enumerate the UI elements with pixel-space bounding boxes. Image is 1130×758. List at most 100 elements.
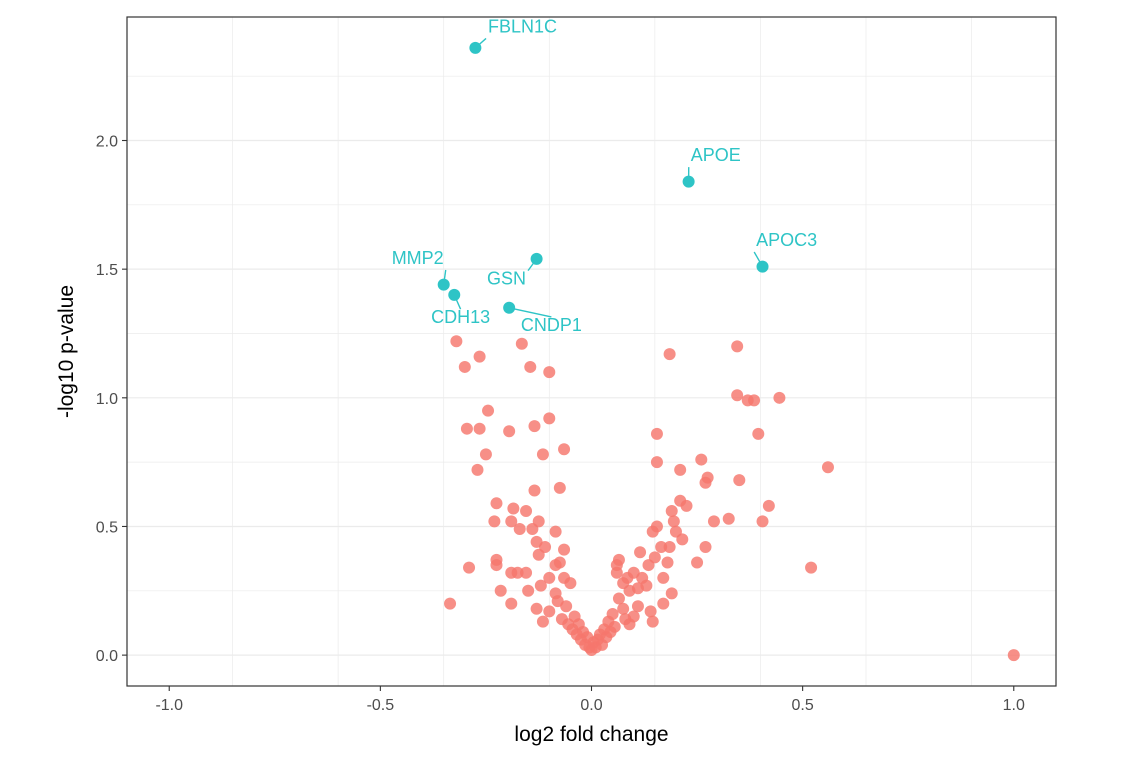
- data-point: [463, 561, 476, 574]
- data-point: [515, 337, 528, 350]
- data-points: [437, 41, 1020, 662]
- data-point: [691, 556, 704, 569]
- data-point: [722, 512, 735, 525]
- data-point: [674, 463, 687, 476]
- data-point: [505, 597, 518, 610]
- data-point: [505, 566, 518, 579]
- data-point: [701, 471, 714, 484]
- data-point: [644, 605, 657, 618]
- data-point: [482, 404, 495, 417]
- data-point: [752, 427, 765, 440]
- data-point: [606, 607, 619, 620]
- x-tick-label: -0.5: [367, 697, 395, 714]
- x-tick-label: 1.0: [1003, 697, 1025, 714]
- data-point: [473, 422, 486, 435]
- data-point: [528, 484, 541, 497]
- data-point: [665, 587, 678, 600]
- y-axis-title: -log10 p-value: [55, 285, 78, 418]
- data-point: [524, 360, 537, 373]
- label-leader-line: [509, 307, 552, 318]
- label-leader-line: [753, 251, 764, 267]
- data-point: [536, 615, 549, 628]
- data-point: [520, 566, 533, 579]
- plot-panel-border: [126, 16, 1057, 687]
- y-tick-label: 1.5: [96, 262, 118, 279]
- x-tick-label: 0.0: [580, 697, 602, 714]
- data-point: [479, 448, 492, 461]
- x-axis-ticks: -1.0 -0.5 0.0 0.5 1.0: [155, 686, 1025, 714]
- data-point: [699, 541, 712, 554]
- y-tick-label: 0.0: [96, 648, 118, 665]
- data-point: [608, 620, 621, 633]
- data-point: [773, 391, 786, 404]
- data-point: [731, 340, 744, 353]
- label-leader-line: [474, 37, 487, 49]
- data-point: [733, 474, 746, 487]
- data-point: [805, 561, 818, 574]
- data-point: [539, 541, 552, 554]
- data-point: [503, 425, 516, 438]
- x-tick-label: -1.0: [155, 697, 183, 714]
- data-point: [680, 499, 693, 512]
- data-point: [536, 448, 549, 461]
- data-point: [821, 461, 834, 474]
- point-label-apoe: APOE: [691, 145, 741, 165]
- y-tick-label: 0.5: [96, 519, 118, 536]
- data-point: [663, 348, 676, 361]
- data-point: [549, 559, 562, 572]
- data-point: [444, 597, 457, 610]
- x-tick-label: 0.5: [792, 697, 814, 714]
- data-point: [1007, 649, 1020, 662]
- data-point: [560, 600, 573, 613]
- data-point: [646, 615, 659, 628]
- data-point: [695, 453, 708, 466]
- label-leader-line: [453, 294, 462, 310]
- point-label-gsn: GSN: [487, 269, 526, 289]
- point-label-mmp2: MMP2: [392, 248, 444, 268]
- label-leader-line: [527, 258, 538, 272]
- data-point: [650, 427, 663, 440]
- data-point: [617, 602, 630, 615]
- data-point: [558, 443, 571, 456]
- grid-lines: [126, 17, 1056, 686]
- data-point: [460, 422, 473, 435]
- data-point: [612, 553, 625, 566]
- data-point: [520, 505, 533, 518]
- y-tick-label: 2.0: [96, 134, 118, 151]
- data-point: [634, 546, 647, 559]
- data-point: [663, 541, 676, 554]
- y-axis-ticks: 0.0 0.5 1.0 1.5 2.0: [96, 134, 127, 665]
- point-label-cdh13: CDH13: [431, 307, 490, 327]
- data-point: [471, 463, 484, 476]
- data-point: [490, 559, 503, 572]
- data-point: [756, 515, 769, 528]
- data-point: [748, 394, 761, 407]
- data-point: [473, 350, 486, 363]
- data-point: [494, 584, 507, 597]
- point-label-fbln1c: FBLN1C: [488, 16, 557, 36]
- data-point: [612, 592, 625, 605]
- data-point: [648, 551, 661, 564]
- data-point: [640, 579, 653, 592]
- data-point: [657, 571, 670, 584]
- data-point: [543, 605, 556, 618]
- data-point: [610, 566, 623, 579]
- data-point: [490, 497, 503, 510]
- data-point: [650, 456, 663, 469]
- data-point: [513, 523, 526, 536]
- data-point: [505, 515, 518, 528]
- data-point: [631, 600, 644, 613]
- data-point: [619, 613, 632, 626]
- data-point: [488, 515, 501, 528]
- data-point: [530, 602, 543, 615]
- data-point: [543, 366, 556, 379]
- data-point: [528, 420, 541, 433]
- x-axis-title: log2 fold change: [514, 723, 668, 746]
- data-point: [534, 579, 547, 592]
- data-point: [558, 543, 571, 556]
- data-point: [731, 389, 744, 402]
- data-point: [458, 360, 471, 373]
- data-point: [450, 335, 463, 348]
- data-point: [676, 533, 689, 546]
